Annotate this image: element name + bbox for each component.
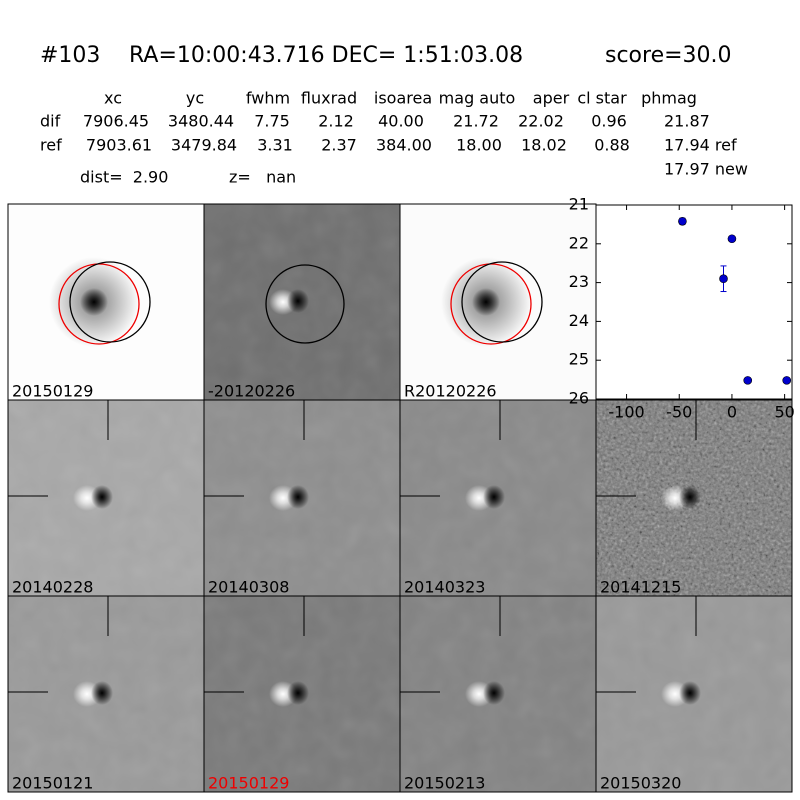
cell: 17.94 ref xyxy=(664,136,737,155)
stamp-label: -20120226 xyxy=(208,382,295,401)
new-circle xyxy=(461,261,543,343)
cell: 7903.61 xyxy=(86,136,152,155)
coordinates: RA=10:00:43.716 DEC= 1:51:03.08 xyxy=(129,43,523,68)
stamp-label: 20150213 xyxy=(404,774,485,793)
y-tick-label: 24 xyxy=(569,311,589,330)
column-header: fluxrad xyxy=(301,89,357,108)
cell: 2.37 xyxy=(321,136,357,155)
column-header: phmag xyxy=(641,89,697,108)
negative-lobe xyxy=(679,485,701,509)
cell: 3479.84 xyxy=(171,136,237,155)
stamp-label: 20150121 xyxy=(12,774,93,793)
cell: 18.00 xyxy=(456,136,502,155)
x-tick-label: 50 xyxy=(774,403,794,422)
candidate-id: #103 xyxy=(40,43,100,68)
negative-lobe xyxy=(679,681,701,705)
new-circle xyxy=(69,261,151,343)
score: score=30.0 xyxy=(605,43,732,68)
column-header: fwhm xyxy=(246,89,290,108)
stamp-label: 20140228 xyxy=(12,578,93,597)
data-point xyxy=(678,216,687,226)
source xyxy=(80,288,108,316)
stamp-label: 20141215 xyxy=(600,578,681,597)
stamp-label: R20120226 xyxy=(404,382,497,401)
negative-lobe xyxy=(483,681,505,705)
cell: 18.02 xyxy=(521,136,567,155)
y-tick-label: 22 xyxy=(569,233,589,252)
redshift: z= nan xyxy=(229,168,296,187)
column-header: xc xyxy=(104,89,122,108)
cell: 21.87 xyxy=(664,112,710,131)
plot-area xyxy=(595,204,793,400)
data-point xyxy=(743,376,753,385)
negative-lobe xyxy=(91,485,113,509)
row-label: ref xyxy=(40,136,62,155)
column-header: yc xyxy=(186,89,204,108)
cell: 3.31 xyxy=(257,136,293,155)
stamp-label: 20150129 xyxy=(208,774,289,793)
data-point xyxy=(719,274,728,284)
column-header: isoarea xyxy=(374,89,432,108)
x-tick-label: 0 xyxy=(727,403,737,422)
new-mag: 17.97 new xyxy=(664,160,748,179)
source xyxy=(472,288,500,316)
light-curve: 21 22 23 24 25 26 -100 -50 0 50 xyxy=(569,195,795,422)
cell: 3480.44 xyxy=(168,112,234,131)
stamp-frame xyxy=(595,595,793,793)
cell: 7.75 xyxy=(254,112,290,131)
column-header: cl star xyxy=(577,89,627,108)
new-circle xyxy=(265,264,345,344)
negative-lobe xyxy=(483,485,505,509)
cell: 7906.45 xyxy=(83,112,149,131)
cell: 0.88 xyxy=(594,136,630,155)
y-tick-label: 25 xyxy=(569,350,589,369)
x-tick-label: -50 xyxy=(666,403,692,422)
cell: 2.12 xyxy=(318,112,354,131)
cell: 21.72 xyxy=(453,112,499,131)
x-tick-label: -100 xyxy=(608,403,644,422)
stamps: 20150129 -20120226 R20120226 20140228 201403… xyxy=(7,203,793,793)
dist: dist= 2.90 xyxy=(80,168,168,187)
negative-lobe xyxy=(91,681,113,705)
negative-lobe xyxy=(287,485,309,509)
negative-lobe xyxy=(287,681,309,705)
cell: 384.00 xyxy=(376,136,432,155)
stamp-label: 20140308 xyxy=(208,578,289,597)
stamp-label: 20140323 xyxy=(404,578,485,597)
data-point xyxy=(727,234,737,244)
y-tick-label: 26 xyxy=(569,389,589,408)
y-tick-label: 23 xyxy=(569,272,589,291)
cell: 22.02 xyxy=(518,112,564,131)
data-point xyxy=(782,376,792,385)
column-header: mag auto xyxy=(439,89,516,108)
cell: 40.00 xyxy=(378,112,424,131)
y-tick-label: 21 xyxy=(569,195,589,214)
negative-lobe xyxy=(287,289,309,313)
cell: 0.96 xyxy=(591,112,627,131)
stamp-label: 20150320 xyxy=(600,774,681,793)
column-header: aper xyxy=(533,89,570,108)
row-label: dif xyxy=(40,112,61,131)
stamp-label: 20150129 xyxy=(12,382,93,401)
